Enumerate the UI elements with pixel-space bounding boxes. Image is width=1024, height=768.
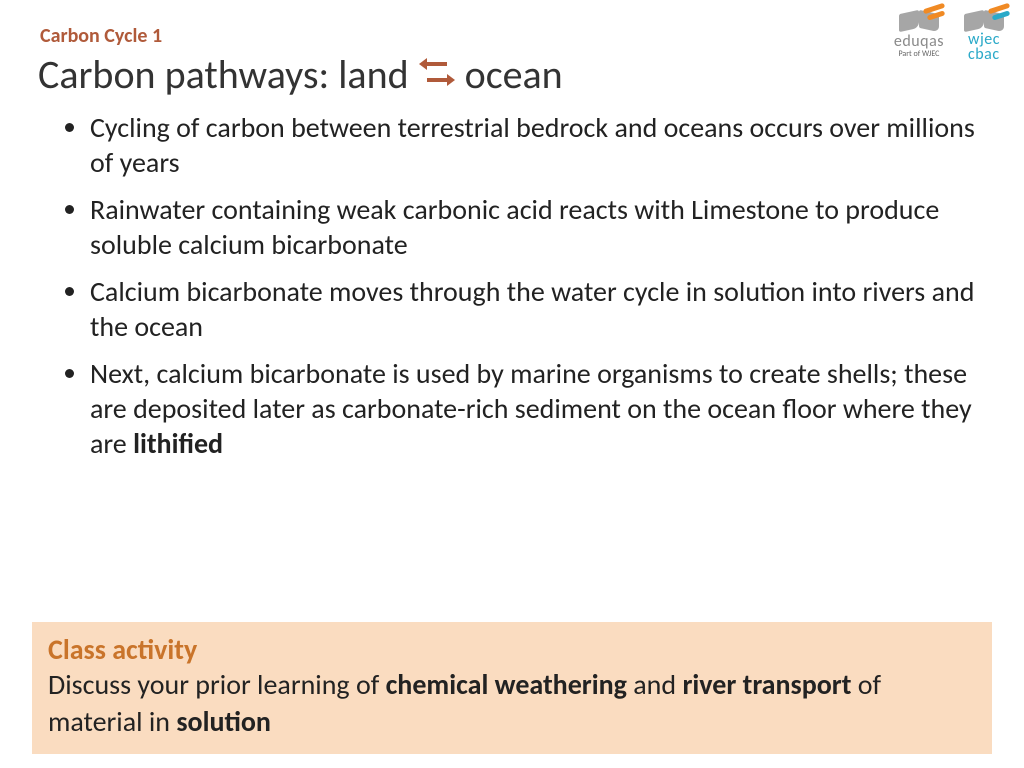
activity-title: Class activity <box>48 632 976 667</box>
bullet-item: Calcium bicarbonate moves through the wa… <box>90 274 984 344</box>
bullet-item: Cycling of carbon between terrestrial be… <box>90 110 984 180</box>
wjec-logo-text: wjec cbac <box>968 32 1000 62</box>
eduqas-logo: eduqas Part of WJEC <box>894 8 944 59</box>
activity-body: Discuss your prior learning of chemical … <box>48 667 976 740</box>
eduqas-logo-mark <box>897 8 941 30</box>
swap-arrows-icon <box>417 54 457 95</box>
logo-bar: eduqas Part of WJEC wjec cbac <box>894 8 1006 62</box>
eduqas-logo-subtext: Part of WJEC <box>898 49 939 59</box>
slide-title: Carbon pathways: land ocean <box>38 50 563 99</box>
title-left: Carbon pathways: land <box>38 50 409 99</box>
bullet-list: Cycling of carbon between terrestrial be… <box>54 110 984 473</box>
title-right: ocean <box>465 50 563 99</box>
book-page-left-icon <box>964 10 984 32</box>
bullet-item: Next, calcium bicarbonate is used by mar… <box>90 356 984 461</box>
wjec-logo-mark <box>962 8 1006 30</box>
wjec-line2: cbac <box>968 47 1000 62</box>
class-activity-box: Class activity Discuss your prior learni… <box>32 622 992 754</box>
book-page-left-icon <box>899 10 919 32</box>
bullet-item: Rainwater containing weak carbonic acid … <box>90 192 984 262</box>
slide: eduqas Part of WJEC wjec cbac Carbon Cyc… <box>0 0 1024 768</box>
slide-topic: Carbon Cycle 1 <box>40 24 162 48</box>
wjec-logo: wjec cbac <box>962 8 1006 62</box>
